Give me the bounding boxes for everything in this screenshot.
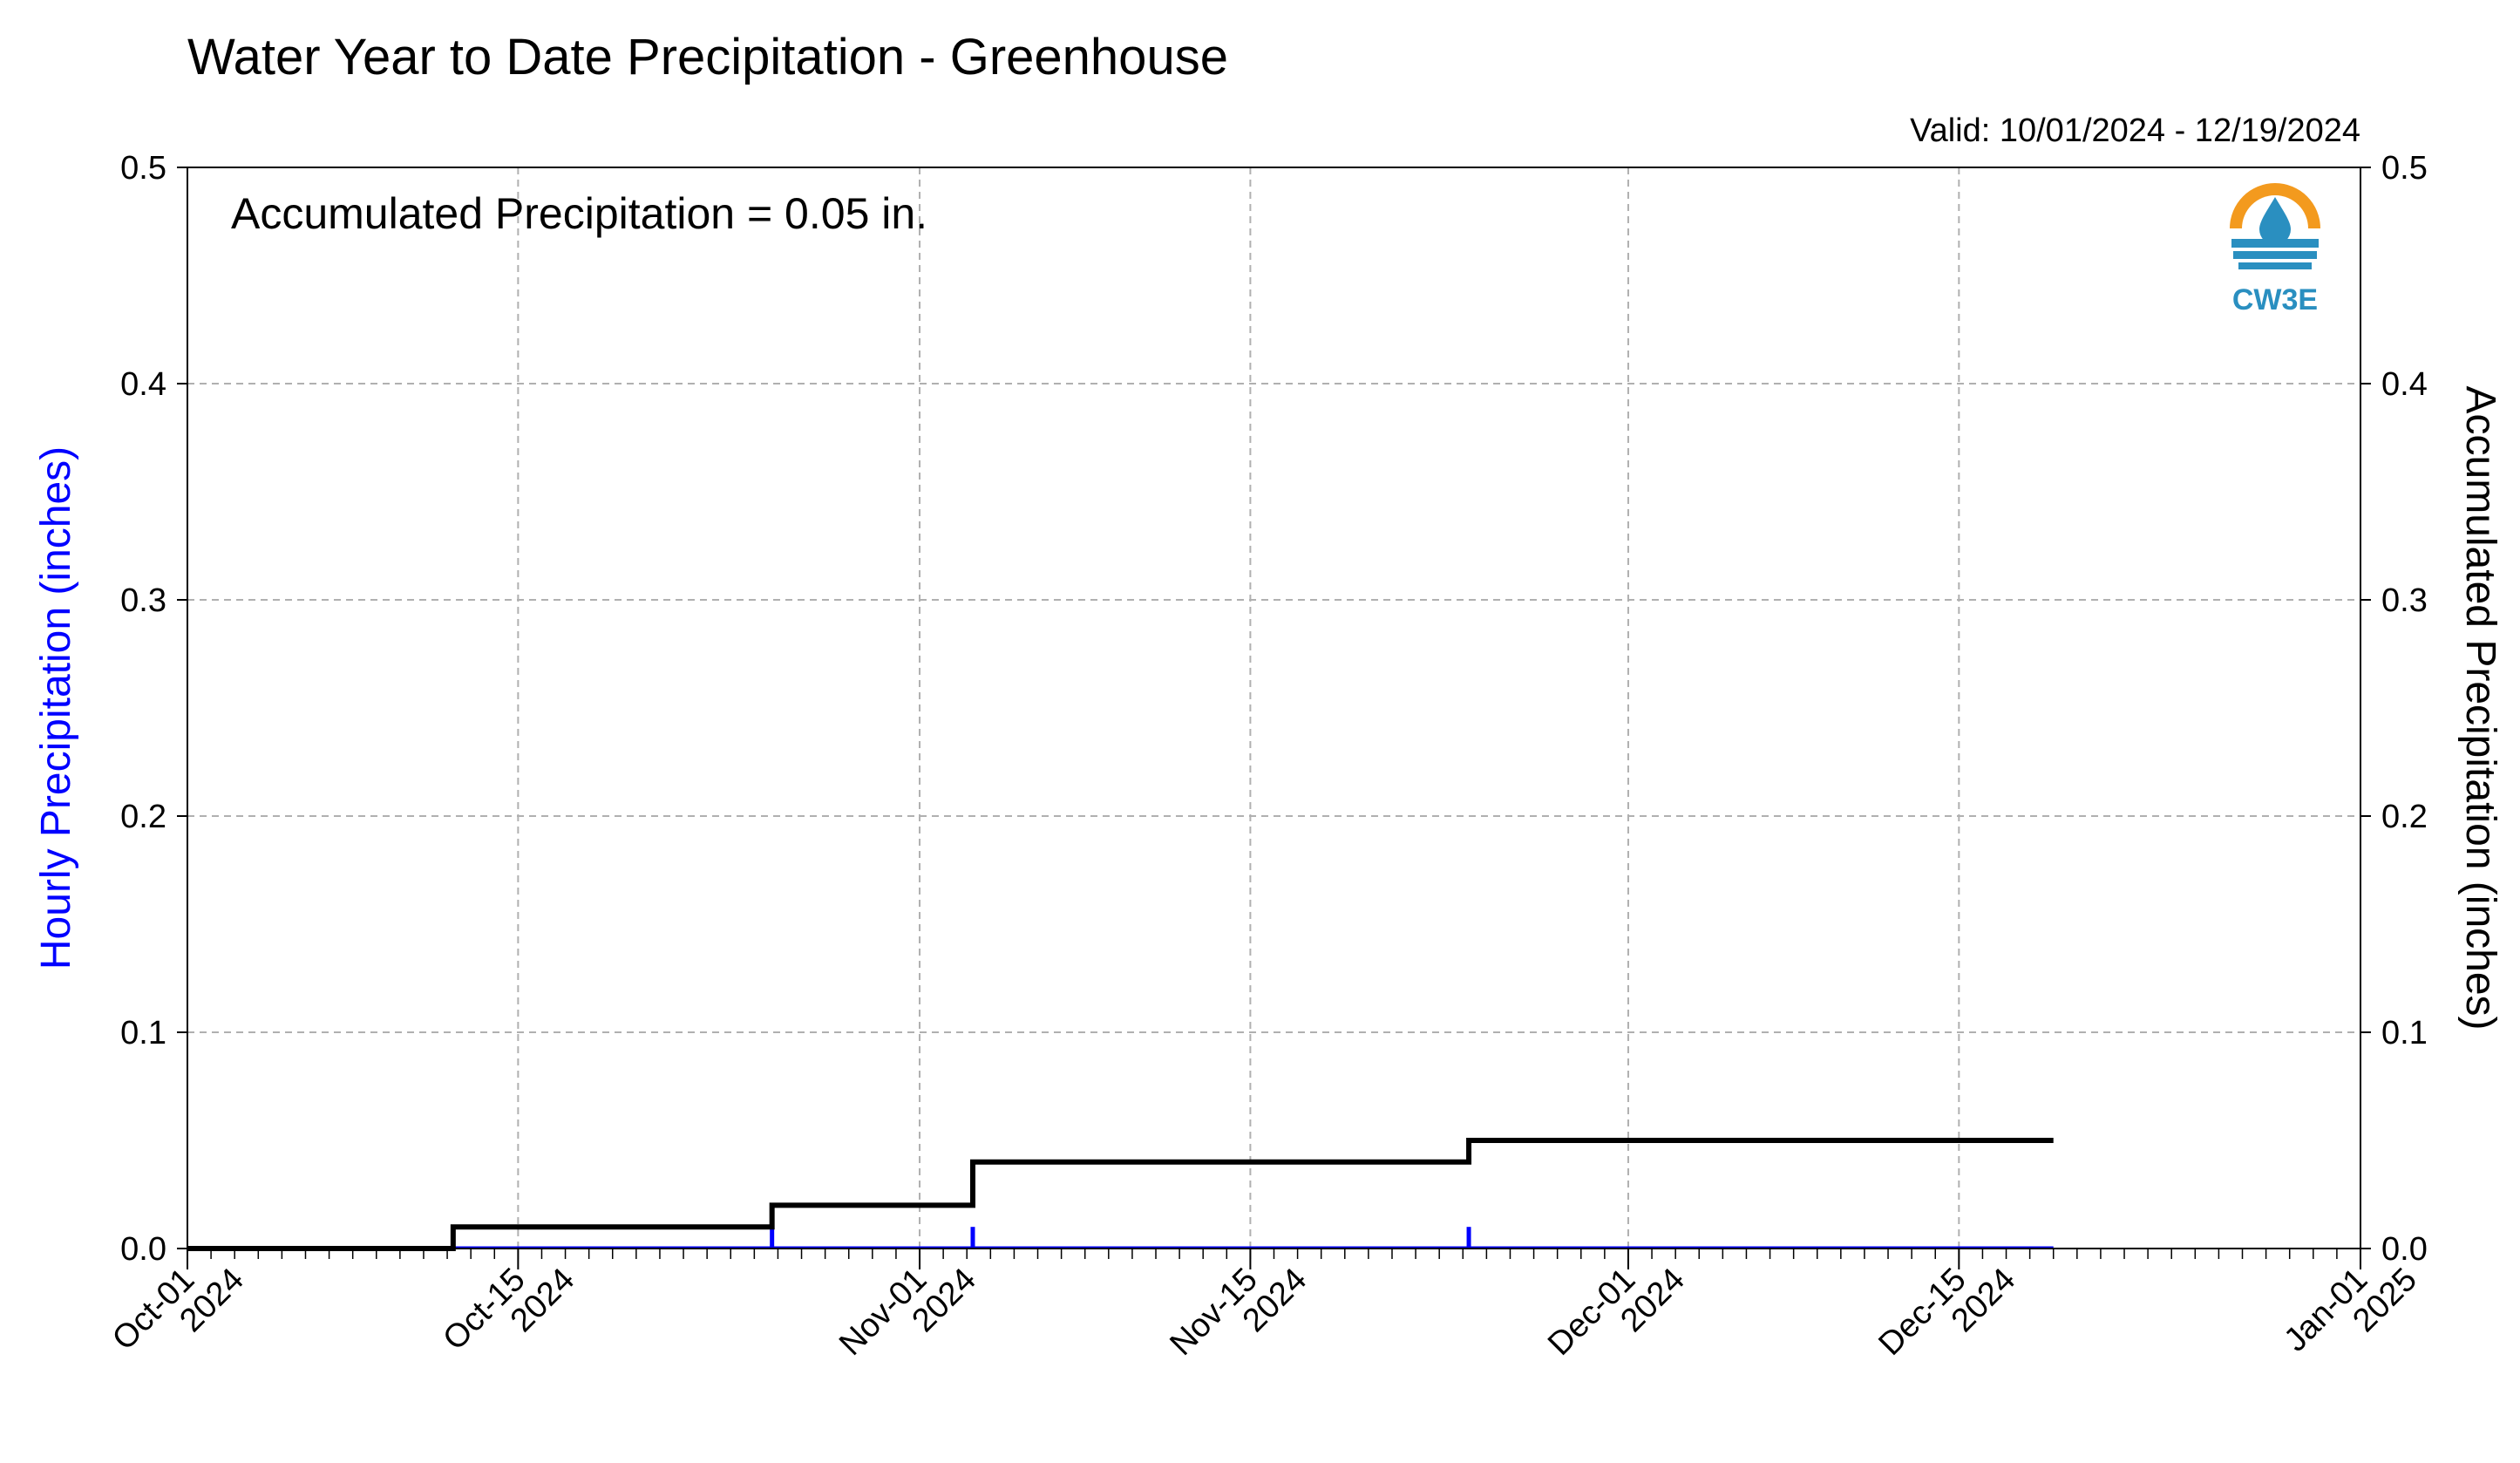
logo-text: CW3E — [2232, 283, 2318, 316]
accumulated-step-line — [187, 1138, 2054, 1251]
y-left-tick-label: 0.4 — [120, 366, 166, 403]
chart-subtitle: Valid: 10/01/2024 - 12/19/2024 — [1910, 112, 2360, 149]
gridlines — [187, 167, 2360, 1249]
y-left-tick-label: 0.2 — [120, 799, 166, 835]
y-left-tick-label: 0.1 — [120, 1015, 166, 1051]
y-right-tick-label: 0.2 — [2381, 799, 2428, 835]
y-right-tick-label: 0.1 — [2381, 1015, 2428, 1051]
y-right-tick-label: 0.3 — [2381, 582, 2428, 619]
accumulated-precipitation-series — [187, 1138, 2054, 1251]
y-right-tick-label: 0.5 — [2381, 150, 2428, 187]
logo-wave-2 — [2233, 251, 2317, 259]
y-axis-left-label: Hourly Precipitation (inches) — [33, 446, 79, 970]
annotation-accumulated-total: Accumulated Precipitation = 0.05 in. — [231, 189, 927, 238]
y-left-tick-label: 0.3 — [120, 582, 166, 619]
y-axis-right-label: Accumulated Precipitation (inches) — [2457, 385, 2503, 1030]
cw3e-logo: CW3E — [2228, 183, 2322, 316]
y-left-tick-label: 0.0 — [120, 1231, 166, 1268]
y-axis-ticks: 0.0 0.0 0.1 0.1 0.2 0.2 0.3 0.3 0.4 0.4 0.5 0.5 — [120, 150, 2428, 1268]
y-right-tick-label: 0.0 — [2381, 1231, 2428, 1268]
logo-drop-icon — [2259, 197, 2291, 245]
logo-wave-3 — [2238, 262, 2312, 269]
y-right-tick-label: 0.4 — [2381, 366, 2428, 403]
chart-title: Water Year to Date Precipitation - Green… — [187, 29, 1228, 85]
y-left-tick-label: 0.5 — [120, 150, 166, 187]
